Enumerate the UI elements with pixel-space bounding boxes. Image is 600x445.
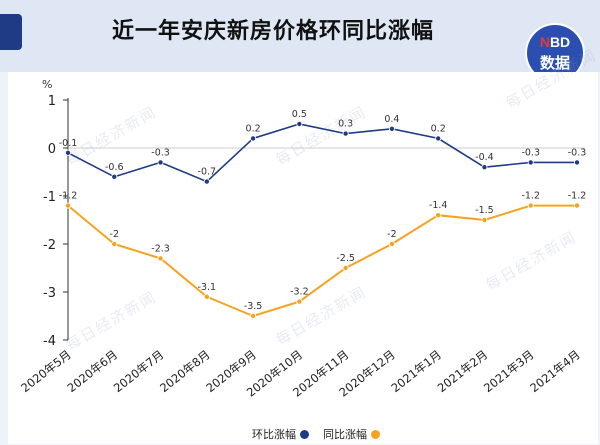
point-hb <box>65 149 72 156</box>
header-accent <box>0 14 22 50</box>
point-tb <box>203 293 210 300</box>
x-tick-label: 2021年2月 <box>435 347 491 395</box>
data-label-hb: 0.3 <box>338 119 353 130</box>
y-tick-label: -1 <box>43 190 56 205</box>
x-tick-label: 2020年5月 <box>18 347 74 395</box>
point-tb <box>65 202 72 209</box>
point-hb <box>296 121 303 128</box>
series-line-tb <box>67 204 577 318</box>
data-label-hb: 0.2 <box>431 123 446 134</box>
legend-marker-tb <box>371 430 380 439</box>
data-label-tb: -1.2 <box>568 191 587 202</box>
point-hb <box>574 159 581 166</box>
point-hb <box>157 159 164 166</box>
data-label-tb: -1.4 <box>429 200 448 211</box>
y-axis-unit: % <box>42 78 52 91</box>
point-tb <box>574 202 581 209</box>
point-tb <box>250 312 257 319</box>
data-label-tb: -3.5 <box>244 301 263 312</box>
x-tick-label: 2021年4月 <box>527 347 583 395</box>
legend-label-hb: 环比涨幅 <box>252 428 296 441</box>
data-label-hb: 0.4 <box>384 114 399 125</box>
legend-item-hb: 环比涨幅 <box>252 426 309 442</box>
point-hb <box>203 178 210 185</box>
x-tick-label: 2021年1月 <box>388 347 444 395</box>
data-label-tb: -2 <box>387 229 396 240</box>
data-label-hb: 0.5 <box>292 109 307 120</box>
point-tb <box>111 240 118 247</box>
data-label-tb: -1.5 <box>475 205 494 216</box>
y-tick-label: 1 <box>48 94 56 109</box>
point-tb <box>527 202 534 209</box>
data-label-hb: -0.3 <box>568 147 587 158</box>
chart-panel <box>8 72 598 444</box>
data-label-tb: -3.2 <box>290 287 309 298</box>
x-tick-label: 2021年3月 <box>481 347 537 395</box>
point-tb <box>157 255 164 262</box>
point-hb <box>342 130 349 137</box>
point-hb <box>435 135 442 142</box>
point-hb <box>250 135 257 142</box>
legend: 环比涨幅 同比涨幅 <box>0 424 600 444</box>
data-label-hb: -0.4 <box>475 152 494 163</box>
data-label-hb: -0.1 <box>59 138 78 149</box>
point-hb <box>481 164 488 171</box>
data-label-tb: -1.2 <box>521 191 540 202</box>
nbd-data-logo: NBD 数据 <box>527 25 583 81</box>
data-label-tb: -3.1 <box>198 282 217 293</box>
data-label-tb: -2 <box>110 229 119 240</box>
y-tick-label: -3 <box>43 286 56 301</box>
series-line-hb <box>67 123 577 183</box>
point-tb <box>481 216 488 223</box>
y-tick-label: 0 <box>48 142 56 157</box>
point-hb <box>388 125 395 132</box>
x-tick-label: 2020年8月 <box>157 347 213 395</box>
legend-label-tb: 同比涨幅 <box>323 428 367 441</box>
x-tick-label: 2020年7月 <box>111 347 167 395</box>
point-hb <box>527 159 534 166</box>
point-tb <box>296 298 303 305</box>
point-tb <box>342 264 349 271</box>
legend-item-tb: 同比涨幅 <box>323 426 380 442</box>
data-label-hb: 0.2 <box>246 123 261 134</box>
data-label-hb: -0.3 <box>521 147 540 158</box>
legend-marker-hb <box>300 430 309 439</box>
point-hb <box>111 173 118 180</box>
y-tick-label: -2 <box>43 238 56 253</box>
header-band <box>0 0 600 72</box>
y-tick-label: -4 <box>43 334 56 349</box>
point-tb <box>388 240 395 247</box>
logo-wordmark: NBD <box>539 34 571 50</box>
data-label-tb: -2.5 <box>336 253 355 264</box>
data-label-tb: -1.2 <box>59 191 78 202</box>
x-tick-label: 2020年6月 <box>65 347 121 395</box>
data-label-hb: -0.3 <box>151 147 170 158</box>
chart-title: 近一年安庆新房价格环同比涨幅 <box>112 19 435 44</box>
data-label-tb: -2.3 <box>151 243 170 254</box>
point-tb <box>435 212 442 219</box>
logo-subtext: 数据 <box>539 54 570 72</box>
data-label-hb: -0.7 <box>198 167 217 178</box>
data-label-hb: -0.6 <box>105 162 124 173</box>
